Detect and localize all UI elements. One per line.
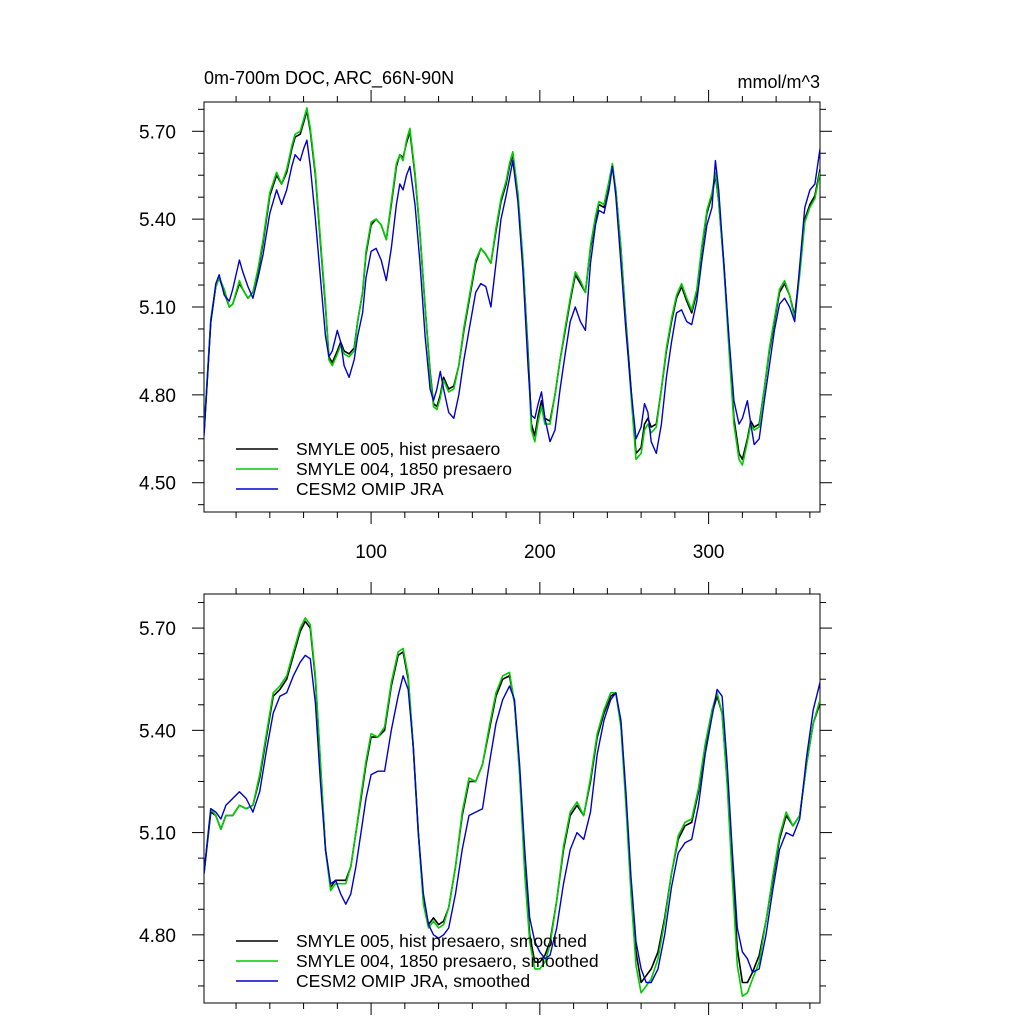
series-lines [204,107,820,466]
y-tick-label: 5.10 [139,298,176,319]
y-tick-label: 4.80 [139,386,176,407]
series-lines [204,617,820,998]
top-panel-units: mmol/m^3 [738,72,820,92]
y-tick-label: 5.70 [139,619,176,640]
legend-label: CESM2 OMIP JRA, smoothed [296,971,530,991]
top-panel-title: 0m-700m DOC, ARC_66N-90N [204,68,454,89]
y-tick-label: 4.80 [139,926,176,947]
top-panel-plot: 4.50 4.80 5.10 5.40 5.70 100 200 300 SMYLE 005, … [139,90,832,563]
legend-label: SMYLE 005, hist presaero [296,439,500,459]
bottom-panel: 4.80 5.10 5.40 5.70 SMYLE 005, hist presaero… [139,582,832,1015]
legend-label: SMYLE 004, 1850 presaero, smoothed [296,951,599,971]
top-panel: 0m-700m DOC, ARC_66N-90N mmol/m^3 4.504.… [139,68,832,563]
x-tick-label: 300 [693,542,725,563]
y-tick-label: 5.40 [139,210,176,231]
legend: SMYLE 005, hist presaero, smoothedSMYLE … [236,931,599,991]
legend-label: SMYLE 004, 1850 presaero [296,459,512,479]
y-tick-label: 5.10 [139,824,176,845]
y-tick-label: 4.50 [139,474,176,495]
series-line-3 [204,654,820,984]
bottom-panel-plot: 4.80 5.10 5.40 5.70 SMYLE 005, hist presaero… [139,582,832,1015]
series-line-3 [204,139,820,455]
legend-label: SMYLE 005, hist presaero, smoothed [296,931,587,951]
x-tick-label: 100 [355,542,387,563]
legend-label: CESM2 OMIP JRA [296,479,444,499]
x-tick-label: 200 [524,542,556,563]
y-tick-label: 5.70 [139,122,176,143]
plot-frame [203,593,821,1004]
y-tick-label: 5.40 [139,721,176,742]
